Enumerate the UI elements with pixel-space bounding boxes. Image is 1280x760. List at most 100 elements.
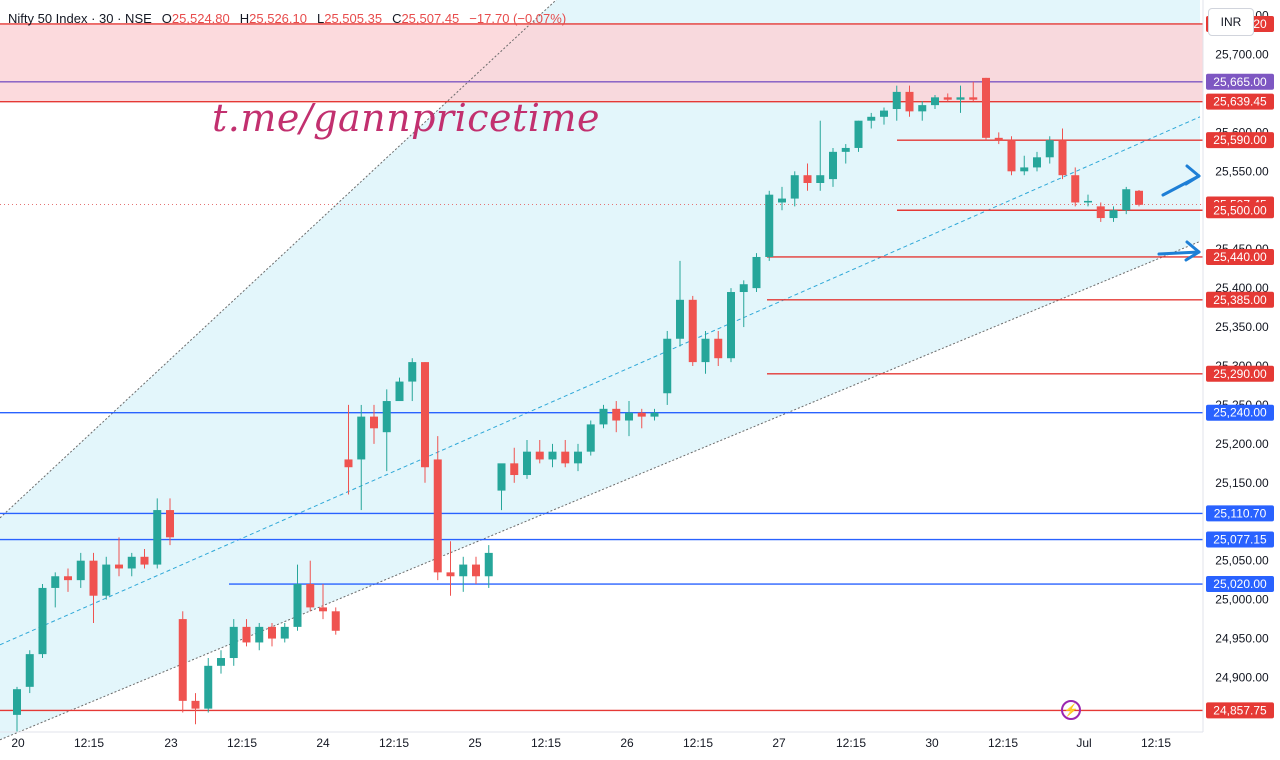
candle-body bbox=[344, 459, 353, 468]
time-tick-label: 20 bbox=[11, 736, 25, 750]
candle bbox=[497, 463, 506, 511]
candle-body bbox=[1058, 140, 1067, 176]
candle-body bbox=[127, 556, 136, 569]
candle bbox=[293, 564, 302, 631]
arrow-head bbox=[1184, 164, 1201, 186]
candle bbox=[115, 537, 123, 577]
candle bbox=[599, 404, 608, 429]
candle-body bbox=[370, 416, 378, 429]
candle-body bbox=[1122, 189, 1131, 211]
price-level-label: 25,077.15 bbox=[1213, 533, 1267, 547]
candle bbox=[306, 560, 315, 612]
price-level-label: 25,500.00 bbox=[1213, 203, 1267, 217]
candle-body bbox=[76, 560, 85, 581]
candle-body bbox=[319, 607, 327, 612]
candle bbox=[76, 552, 85, 588]
candle bbox=[867, 112, 876, 129]
candle bbox=[790, 171, 799, 207]
candle-body bbox=[574, 451, 582, 464]
candle-body bbox=[497, 463, 506, 491]
candle-body bbox=[586, 424, 595, 452]
candle-body bbox=[982, 77, 990, 138]
low-label: L bbox=[316, 11, 325, 26]
candle-body bbox=[395, 381, 404, 402]
time-tick-label: 12:15 bbox=[227, 736, 257, 750]
candle-body bbox=[408, 362, 417, 382]
candle bbox=[829, 147, 837, 187]
channel-lower-line bbox=[0, 240, 1201, 741]
candle bbox=[421, 362, 429, 483]
time-tick-label: 24 bbox=[316, 736, 330, 750]
channel-upper-line bbox=[0, 0, 557, 519]
high-label: H bbox=[239, 11, 250, 26]
high-value: 25,526.10 bbox=[249, 11, 307, 26]
candle-body bbox=[382, 401, 391, 433]
candle-body bbox=[204, 665, 213, 709]
symbol-name: Nifty 50 Index · 30 · NSE bbox=[8, 11, 152, 26]
candle bbox=[969, 81, 978, 102]
price-level-tag bbox=[1206, 132, 1274, 149]
price-level-tag bbox=[1206, 576, 1274, 593]
candle bbox=[38, 584, 47, 659]
time-tick-label: 12:15 bbox=[836, 736, 866, 750]
candle bbox=[331, 607, 340, 635]
candle-body bbox=[331, 611, 340, 631]
lightning-icon[interactable]: ⚡ bbox=[1061, 700, 1081, 720]
price-tick-label: 25,700.00 bbox=[1215, 48, 1269, 62]
candle bbox=[523, 439, 531, 479]
time-tick-label: 26 bbox=[620, 736, 634, 750]
candle bbox=[1033, 151, 1041, 172]
symbol-header: Nifty 50 Index · 30 · NSE O25,524.80 H25,5… bbox=[8, 11, 566, 26]
price-level-tag bbox=[1206, 505, 1274, 522]
time-tick-label: 23 bbox=[164, 736, 178, 750]
candle bbox=[676, 260, 684, 347]
candle bbox=[650, 408, 659, 421]
candle bbox=[229, 619, 238, 666]
candle-body bbox=[867, 116, 876, 121]
candle bbox=[803, 163, 812, 191]
candle-body bbox=[306, 584, 315, 608]
candle bbox=[994, 132, 1003, 145]
candle bbox=[1020, 155, 1029, 176]
candle bbox=[854, 120, 863, 152]
candle bbox=[880, 107, 888, 125]
candle bbox=[943, 93, 952, 102]
low-value: 25,505.35 bbox=[324, 11, 383, 26]
candle-body bbox=[433, 459, 442, 573]
candle bbox=[280, 622, 289, 643]
candle-body bbox=[1135, 190, 1143, 205]
candle bbox=[561, 439, 570, 468]
candle bbox=[446, 541, 455, 596]
candle-body bbox=[1096, 206, 1105, 219]
candle-body bbox=[650, 412, 659, 417]
resistance-zone bbox=[0, 23, 1203, 102]
candle bbox=[510, 447, 519, 483]
candle-body bbox=[102, 564, 111, 596]
candle-body bbox=[510, 463, 519, 476]
price-level-label: 25,385.00 bbox=[1213, 293, 1267, 307]
candle-body bbox=[229, 626, 238, 659]
open-label: O bbox=[161, 11, 172, 26]
candle bbox=[1058, 128, 1067, 180]
currency-button[interactable]: INR bbox=[1208, 8, 1254, 36]
candle-body bbox=[421, 362, 429, 468]
candle-body bbox=[89, 560, 98, 596]
candle-body bbox=[255, 626, 264, 643]
price-level-tag bbox=[1206, 291, 1274, 308]
candle-body bbox=[1045, 140, 1054, 158]
price-tick-label: 24,900.00 bbox=[1215, 670, 1269, 684]
price-level-label: 25,020.00 bbox=[1213, 577, 1267, 591]
candle-body bbox=[854, 120, 863, 148]
price-level-label: 25,290.00 bbox=[1213, 367, 1267, 381]
candle-body bbox=[790, 175, 799, 199]
candle-body bbox=[688, 299, 697, 363]
candle-body bbox=[140, 556, 149, 565]
price-tick-label: 25,000.00 bbox=[1215, 593, 1269, 607]
candle bbox=[191, 693, 200, 725]
candle-body bbox=[293, 584, 302, 627]
candle-body bbox=[892, 91, 901, 110]
candle bbox=[357, 404, 366, 511]
candle bbox=[51, 572, 60, 608]
candle bbox=[255, 622, 264, 651]
